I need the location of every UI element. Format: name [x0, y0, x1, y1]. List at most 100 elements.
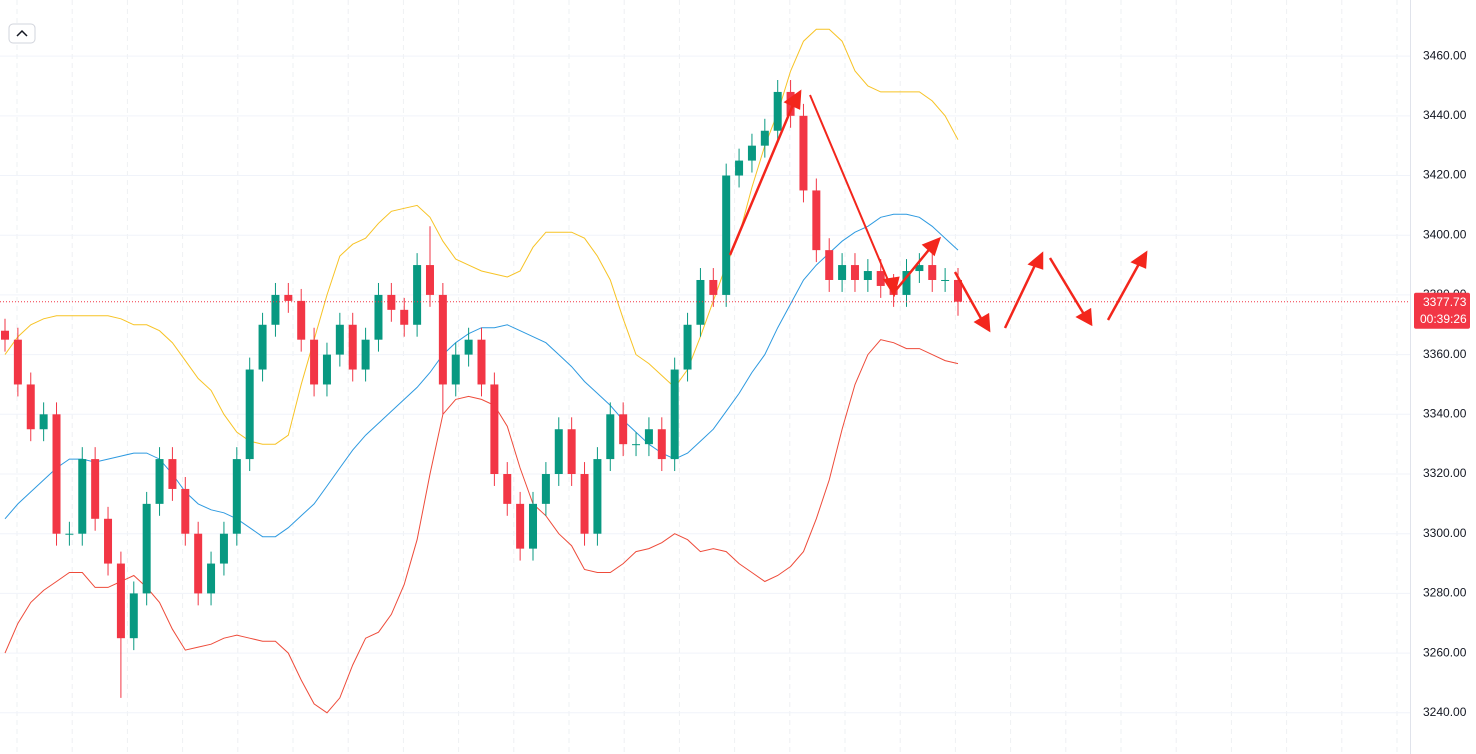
band-line [4, 213, 959, 538]
arrow-head [783, 89, 802, 110]
candle-body [310, 339, 319, 385]
candle-body [387, 294, 396, 310]
candle-body [541, 474, 550, 504]
candle-body [438, 294, 447, 385]
candle-body [593, 459, 602, 534]
candle-body [451, 354, 460, 385]
candle-body [760, 130, 769, 146]
arrow-head [921, 236, 942, 257]
candle-body [78, 459, 87, 534]
candle-body [168, 459, 177, 489]
candle-body [876, 271, 885, 286]
candle-body [39, 414, 48, 430]
y-tick-label: 3420.00 [1423, 168, 1467, 182]
candle-body [773, 91, 782, 131]
candle-body [477, 339, 486, 385]
arrow [895, 245, 933, 291]
arrow [809, 94, 891, 286]
candle-body [297, 300, 306, 340]
candle-body [915, 265, 924, 272]
candle-body [52, 414, 61, 534]
candle-body [838, 265, 847, 280]
candle-body [567, 429, 576, 475]
candle-body [207, 563, 216, 594]
candle-body [941, 279, 950, 281]
candle-body [747, 145, 756, 161]
candle-body [284, 294, 293, 301]
arrow [953, 271, 985, 323]
y-tick-label: 3460.00 [1423, 48, 1467, 62]
collapse-button[interactable] [8, 23, 36, 44]
candle-body [348, 324, 357, 370]
y-tick-label: 3320.00 [1423, 466, 1467, 480]
candle-body [670, 369, 679, 460]
candle-body [850, 265, 859, 280]
candle-body [65, 533, 74, 535]
price-label-box [1414, 292, 1470, 329]
candle-body [129, 593, 138, 639]
y-tick-label: 3300.00 [1423, 526, 1467, 540]
y-tick-label: 3360.00 [1423, 347, 1467, 361]
price-axis: 3240.00 3260.00 3280.00 3300.00 3320.00 3340.… [1414, 48, 1470, 719]
candle-body [116, 563, 125, 639]
candle-body [696, 279, 705, 325]
candle-body [863, 271, 872, 280]
candle-body [490, 384, 499, 475]
y-tick-label: 3280.00 [1423, 586, 1467, 600]
candle-body [735, 160, 744, 176]
arrow [1003, 262, 1038, 329]
candle-body [516, 503, 525, 549]
candle-body [425, 265, 434, 295]
candle-body [928, 265, 937, 280]
band-line [4, 28, 959, 445]
candle-body [529, 503, 538, 549]
candle-body [142, 503, 151, 594]
chevron-icon [16, 29, 28, 37]
band-line [4, 339, 959, 714]
candle-body [954, 279, 962, 302]
y-tick-label: 3240.00 [1423, 705, 1467, 719]
candle-body [194, 533, 203, 594]
candle-body [812, 190, 821, 251]
candle-body [632, 444, 641, 446]
candle-body [464, 339, 473, 355]
button-frame[interactable] [8, 23, 36, 44]
candle-body [91, 459, 100, 519]
candle-body [644, 429, 653, 445]
candle-body [181, 488, 190, 534]
candle-body [322, 354, 331, 385]
candle-body [271, 294, 280, 325]
candle-body [902, 271, 911, 295]
arrow [1048, 257, 1087, 317]
plot [0, 28, 1410, 714]
candle-body [606, 414, 615, 460]
candle-body [413, 265, 422, 325]
candle-body [104, 518, 113, 564]
candle-body [26, 384, 35, 430]
arrow-head [1075, 307, 1093, 327]
candle-body [503, 474, 512, 504]
candle-body [258, 324, 267, 370]
candle-body [400, 309, 409, 325]
arrows [728, 89, 1148, 333]
candle-body [554, 429, 563, 475]
grid [0, 0, 1410, 754]
candle-body [13, 339, 22, 385]
arrow [728, 99, 797, 256]
candle-body [580, 474, 589, 534]
arrow-head [882, 276, 900, 298]
candle-body [219, 533, 228, 564]
y-tick-label: 3400.00 [1423, 227, 1467, 241]
candle-body [657, 429, 666, 460]
arrow [1106, 261, 1142, 321]
y-tick-label: 3260.00 [1423, 645, 1467, 659]
candle-body [245, 369, 254, 460]
candle-body [683, 324, 692, 370]
y-tick-label: 3440.00 [1423, 108, 1467, 122]
candle-body [799, 115, 808, 191]
candle-body [709, 279, 718, 295]
candle-body [619, 414, 628, 445]
candle-body [1, 330, 9, 340]
